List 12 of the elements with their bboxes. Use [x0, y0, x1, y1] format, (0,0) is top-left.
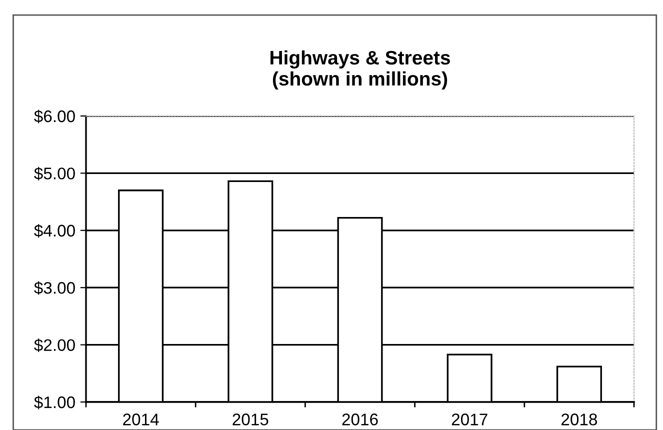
y-tick-label: $4.00 — [34, 224, 75, 238]
x-tick-label: 2017 — [452, 414, 488, 426]
y-tick-label: $3.00 — [34, 281, 75, 295]
y-tick-label: $2.00 — [34, 338, 75, 352]
y-tick-label: $6.00 — [34, 110, 75, 124]
y-tick-label: $5.00 — [34, 166, 75, 180]
x-tick-label: 2014 — [123, 414, 159, 426]
y-tick-label: $1.00 — [34, 396, 75, 410]
x-tick-label: 2015 — [232, 414, 268, 426]
x-tick-label: 2016 — [342, 414, 378, 426]
x-tick-label: 2018 — [562, 414, 598, 426]
chart-title: Highways & Streets (shown in millions) — [270, 50, 450, 90]
